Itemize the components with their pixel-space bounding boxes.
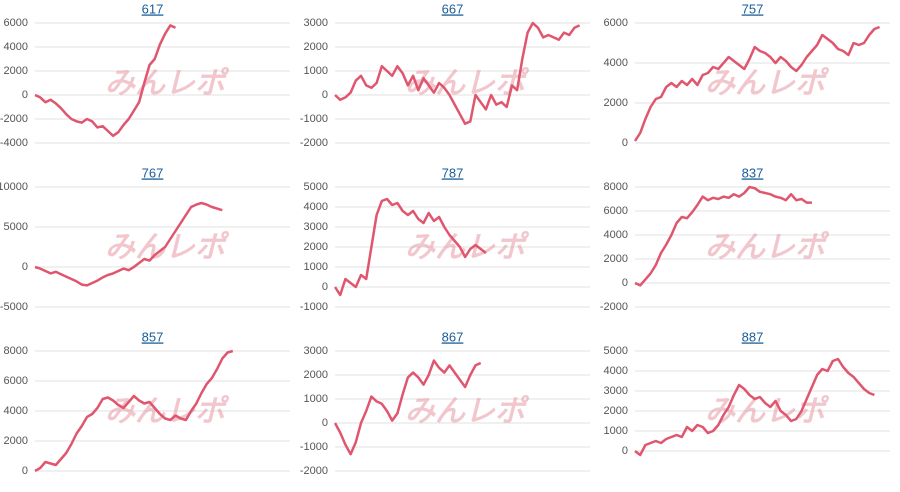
data-line — [634, 185, 812, 287]
y-tick-label: 1000 — [604, 425, 628, 437]
y-tick-label: 4000 — [4, 405, 28, 417]
chart-panel: 767 -5000 0 5000 10000 みんレポ — [0, 165, 290, 313]
watermark: みんレポ — [105, 395, 230, 428]
y-tick-label: 0 — [322, 417, 328, 429]
y-tick-label: 1000 — [304, 65, 328, 77]
y-tick-label: 0 — [622, 277, 628, 289]
y-tick-label: 4000 — [604, 365, 628, 377]
chart-title[interactable]: 767 — [142, 165, 164, 180]
data-line — [634, 357, 875, 457]
data-line — [633, 25, 881, 142]
data-line — [34, 201, 223, 287]
watermark: みんレポ — [705, 67, 830, 100]
y-tick-label: 5000 — [304, 181, 328, 193]
y-tick-label: 2000 — [304, 369, 328, 381]
watermark: みんレポ — [105, 231, 230, 264]
y-tick-label: 6000 — [4, 375, 28, 387]
y-tick-label: 3000 — [304, 221, 328, 233]
watermark: みんレポ — [705, 231, 830, 264]
y-tick-label: 2000 — [304, 41, 328, 53]
y-tick-label: 0 — [622, 137, 628, 149]
y-tick-label: 8000 — [604, 181, 628, 193]
watermark: みんレポ — [405, 67, 530, 100]
y-tick-label: 8000 — [4, 345, 28, 357]
y-tick-label: 2000 — [304, 241, 328, 253]
chart-panel: 667 -2000 -1000 0 1000 2000 3000 みんレポ — [300, 1, 590, 149]
y-tick-label: -4000 — [0, 137, 28, 149]
watermark: みんレポ — [405, 395, 530, 428]
y-tick-label: 3000 — [304, 17, 328, 29]
y-tick-label: 1000 — [304, 261, 328, 273]
data-line — [333, 359, 482, 456]
y-tick-label: 3000 — [604, 385, 628, 397]
chart-panel: 787 -1000 0 1000 2000 3000 4000 5000 みんレポ — [300, 165, 590, 313]
y-tick-label: -2000 — [300, 465, 328, 477]
data-line — [34, 349, 234, 473]
y-tick-label: 3000 — [304, 345, 328, 357]
y-tick-label: 4000 — [4, 41, 28, 53]
y-tick-label: 2000 — [4, 435, 28, 447]
watermark: みんレポ — [705, 395, 830, 428]
y-tick-label: 4000 — [604, 57, 628, 69]
y-tick-label: 2000 — [4, 65, 28, 77]
chart-panel: 857 0 2000 4000 6000 8000 みんレポ — [4, 329, 290, 477]
chart-panel: 837 -2000 0 2000 4000 6000 8000 みんレポ — [600, 165, 890, 313]
data-line — [333, 197, 487, 297]
chart-title[interactable]: 667 — [442, 1, 464, 16]
chart-panel: 887 0 1000 2000 3000 4000 5000 みんレポ — [604, 329, 890, 457]
y-tick-label: 10000 — [0, 181, 28, 193]
y-tick-label: 0 — [322, 89, 328, 101]
chart-panel: 867 -2000 -1000 0 1000 2000 3000 みんレポ — [300, 329, 590, 477]
data-line — [34, 24, 177, 138]
y-tick-label: 0 — [322, 281, 328, 293]
y-tick-label: 6000 — [4, 17, 28, 29]
chart-title[interactable]: 837 — [742, 165, 764, 180]
y-tick-label: 2000 — [604, 405, 628, 417]
watermark: みんレポ — [405, 231, 530, 264]
y-tick-label: 1000 — [304, 393, 328, 405]
y-tick-label: 5000 — [604, 345, 628, 357]
y-tick-label: 0 — [622, 445, 628, 457]
chart-title[interactable]: 867 — [442, 329, 464, 344]
chart-title[interactable]: 787 — [442, 165, 464, 180]
data-line — [334, 21, 581, 126]
y-tick-label: -2000 — [600, 301, 628, 313]
chart-title[interactable]: 757 — [742, 1, 764, 16]
y-tick-label: 0 — [22, 261, 28, 273]
y-tick-label: 4000 — [604, 229, 628, 241]
y-tick-label: 2000 — [604, 97, 628, 109]
chart-title[interactable]: 617 — [142, 1, 164, 16]
y-tick-label: -5000 — [0, 301, 28, 313]
y-tick-label: -2000 — [300, 137, 328, 149]
y-tick-label: -2000 — [0, 113, 28, 125]
chart-title[interactable]: 857 — [142, 329, 164, 344]
y-tick-label: -1000 — [300, 441, 328, 453]
y-tick-label: -1000 — [300, 113, 328, 125]
y-tick-label: 5000 — [4, 221, 28, 233]
y-tick-label: 6000 — [604, 17, 628, 29]
y-tick-label: 4000 — [304, 201, 328, 213]
chart-title[interactable]: 887 — [742, 329, 764, 344]
y-tick-label: 2000 — [604, 253, 628, 265]
y-tick-label: 6000 — [604, 205, 628, 217]
y-tick-label: 0 — [22, 465, 28, 477]
y-tick-label: 0 — [22, 89, 28, 101]
y-tick-label: -1000 — [300, 301, 328, 313]
chart-panel: 617 -4000 -2000 0 2000 4000 6000 みんレポ — [0, 1, 290, 149]
chart-panel: 757 0 2000 4000 6000 みんレポ — [604, 1, 890, 149]
watermark: みんレポ — [105, 67, 230, 100]
